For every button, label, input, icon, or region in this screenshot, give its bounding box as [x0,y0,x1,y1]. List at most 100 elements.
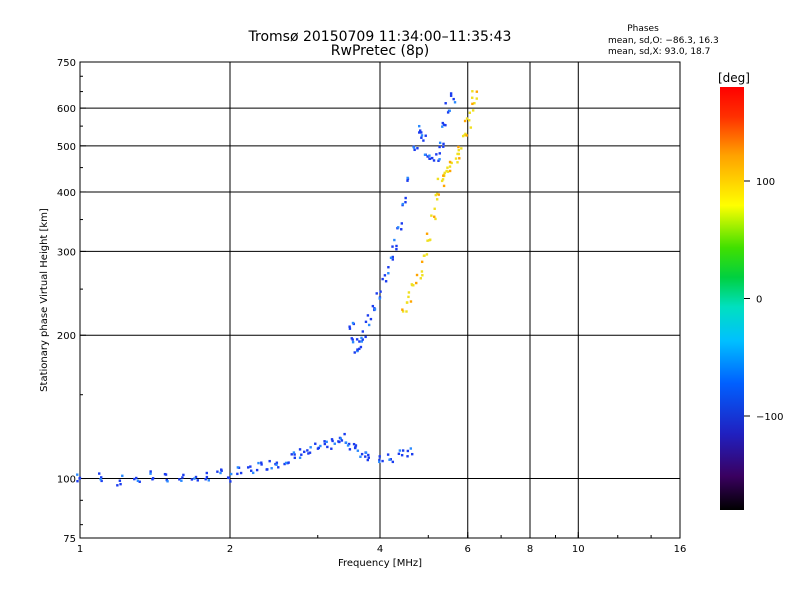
data-point [149,470,152,473]
data-point [307,452,310,455]
data-point [454,157,458,160]
data-point [401,308,404,311]
data-point [424,134,427,137]
data-point [444,102,447,105]
data-point [373,308,377,311]
data-point [151,477,155,480]
data-point [352,442,356,446]
data-point [378,297,381,300]
data-point [166,480,169,483]
data-point [391,245,394,248]
data-point [99,478,102,481]
data-point [465,117,469,120]
y-tick-label: 750 [57,58,76,69]
data-point [190,478,194,481]
data-point [400,228,403,231]
colorbar-tick-label: 0 [756,295,762,306]
data-point [406,179,409,182]
data-point [446,166,449,169]
data-point [433,215,436,218]
data-point [326,445,329,449]
data-point [205,475,209,479]
data-point [391,255,394,259]
data-point [471,96,474,99]
data-point [379,290,382,293]
data-point [351,338,354,341]
phase-box-title: Phases [627,24,659,34]
data-point [456,161,459,164]
data-point [406,449,410,453]
data-point [353,351,356,354]
data-point [100,479,103,483]
data-point [229,480,232,483]
x-tick-label: 6 [465,544,471,555]
data-point [457,148,460,152]
data-point [475,90,479,93]
data-point [76,473,79,476]
data-point [356,349,359,353]
data-point [391,258,395,261]
data-point [360,452,364,456]
data-point [239,471,243,475]
data-point [265,468,268,471]
data-point [284,461,288,465]
data-point [309,446,312,449]
data-point [419,129,422,132]
data-point [473,101,476,105]
data-point [442,142,445,146]
colorbar-gradient [720,87,744,510]
data-point [378,458,381,462]
data-point [434,217,437,221]
data-point [323,440,326,443]
data-point [356,449,360,452]
data-point [407,295,410,299]
x-axis-ticks: 1 2 4 6 8 10 16 [77,532,687,555]
data-point [378,460,381,464]
data-point [421,274,424,277]
data-point [138,480,141,483]
data-point [426,239,429,242]
data-point [449,92,453,95]
data-point [448,165,452,168]
data-point [437,159,440,162]
data-point [205,471,209,475]
x-tick-label: 4 [377,544,383,555]
data-point [364,451,368,454]
data-point [450,161,453,165]
data-point [367,453,370,457]
data-point [346,444,350,447]
data-point [348,327,352,330]
data-point [423,153,427,156]
data-point [409,447,413,450]
data-point [351,340,355,344]
data-point [220,469,223,472]
data-point [344,441,348,444]
data-point [457,152,461,156]
data-point [293,456,297,460]
data-point [298,456,302,459]
data-point [354,445,357,449]
data-point [366,458,369,462]
data-point [350,337,353,340]
data-point [361,338,364,341]
data-point [442,174,445,177]
x-tick-label: 16 [674,544,687,555]
data-point [330,438,334,441]
data-point [204,478,207,481]
data-point [437,193,440,196]
data-point [397,452,401,455]
data-point [358,347,361,351]
data-point [393,238,396,242]
phase-box-o: mean, sd,O: −86.3, 16.3 [608,36,719,46]
data-point [219,471,222,475]
data-point [430,214,433,217]
data-point [121,474,124,478]
data-point [395,248,398,251]
data-point [426,155,429,158]
data-point [359,345,363,349]
data-point [290,453,293,456]
data-point [339,437,343,440]
data-point [446,111,450,114]
data-point [149,472,152,475]
